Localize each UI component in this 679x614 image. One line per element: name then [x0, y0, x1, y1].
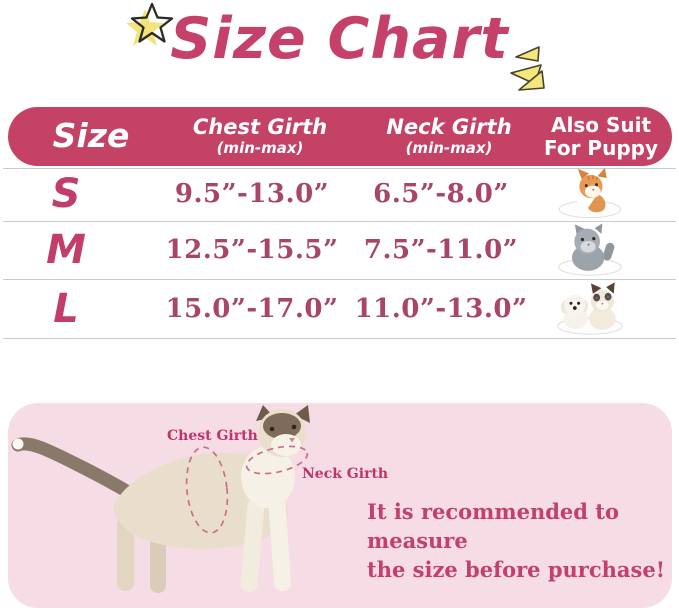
table-row-s: S 9.5”-13.0” 6.5”-8.0” — [0, 166, 679, 221]
chest-girth-label: Chest Girth — [167, 428, 258, 444]
header-also-suit: Also Suit For Puppy — [517, 107, 679, 166]
orange-kitten-icon — [558, 167, 622, 219]
animal-photo-cell — [550, 221, 630, 279]
neck-value: 11.0”-13.0” — [354, 293, 528, 324]
header-chest-sub: (min-max) — [216, 139, 304, 158]
chest-value: 9.5”-13.0” — [174, 178, 330, 209]
header-size-label: Size — [52, 116, 130, 156]
star-doodle-icon — [126, 2, 174, 46]
header-chest-girth: Chest Girth (min-max) — [170, 107, 350, 166]
gray-cat-icon — [558, 223, 622, 276]
title-area: Size Chart — [0, 0, 679, 100]
header-neck-girth: Neck Girth (min-max) — [359, 107, 539, 166]
divider — [3, 279, 676, 280]
size-letter: M — [46, 227, 86, 273]
measure-note: It is recommended to measure the size be… — [367, 497, 667, 584]
page-title: Size Chart — [170, 6, 509, 72]
walking-siamese-cat-photo — [11, 405, 310, 593]
neck-value: 7.5”-11.0” — [363, 235, 519, 265]
chest-value: 12.5”-15.5” — [165, 235, 339, 265]
divider — [3, 338, 676, 339]
puppy-and-cat-icon — [557, 282, 623, 335]
header-size: Size — [36, 107, 146, 166]
header-neck-label: Neck Girth — [386, 114, 512, 139]
divider — [3, 168, 676, 169]
divider — [3, 221, 676, 222]
size-letter: L — [53, 285, 79, 332]
header-also-suit-line2: For Puppy — [544, 135, 658, 160]
neck-value: 6.5”-8.0” — [373, 178, 509, 209]
size-letter: S — [51, 170, 81, 217]
table-row-l: L 15.0”-17.0” 11.0”-13.0” — [0, 279, 679, 338]
header-neck-sub: (min-max) — [405, 139, 493, 158]
measure-note-line1: It is recommended to measure — [367, 499, 619, 553]
chest-value: 15.0”-17.0” — [165, 293, 339, 324]
header-chest-label: Chest Girth — [192, 114, 328, 139]
header-also-suit-line1: Also Suit — [551, 112, 651, 137]
animal-photo-cell — [550, 279, 630, 338]
table-header: Size Chest Girth (min-max) Neck Girth (m… — [8, 107, 672, 166]
animal-photo-cell — [550, 166, 630, 221]
table-row-m: M 12.5”-15.5” 7.5”-11.0” — [0, 221, 679, 279]
neck-girth-label: Neck Girth — [302, 466, 389, 482]
sparkle-arrows-icon — [510, 46, 545, 91]
measure-note-line2: the size before purchase! — [367, 557, 665, 582]
